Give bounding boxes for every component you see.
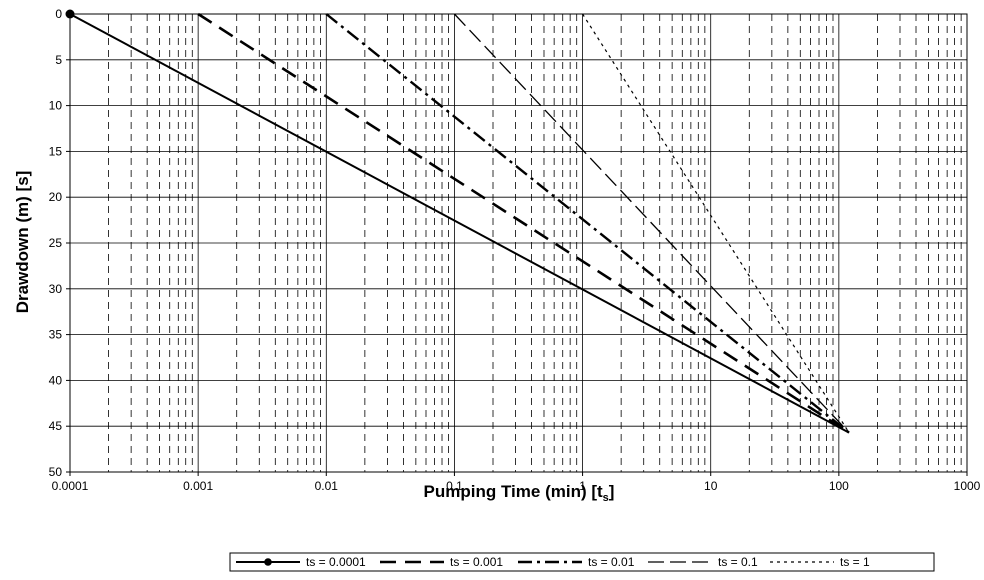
x-tick-label: 0.001 xyxy=(183,479,213,493)
y-tick-label: 15 xyxy=(49,144,63,158)
y-tick-label: 40 xyxy=(49,373,63,387)
x-tick-labels: 0.0001 0.001 0.01 0.1 1 10 100 1000 xyxy=(52,472,981,493)
series-line xyxy=(69,13,850,434)
y-tick-label: 45 xyxy=(49,419,63,433)
legend-label: ts = 1 xyxy=(840,555,870,569)
legend-label: ts = 0.01 xyxy=(588,555,635,569)
series-line xyxy=(197,12,850,434)
legend-marker xyxy=(264,558,272,566)
legend: ts = 0.0001 ts = 0.001 ts = 0.01 ts = 0.1 ts… xyxy=(229,552,935,572)
y-tick-label: 50 xyxy=(49,465,63,479)
y-tick-label: 0 xyxy=(55,7,62,21)
y-tick-label: 10 xyxy=(49,99,63,113)
legend-label: ts = 0.1 xyxy=(718,555,758,569)
y-tick-label: 30 xyxy=(49,282,63,296)
series-line xyxy=(325,13,850,434)
x-tick-label: 0.0001 xyxy=(52,479,89,493)
grid xyxy=(69,13,967,473)
x-tick-label: 100 xyxy=(829,479,849,493)
y-tick-label: 5 xyxy=(55,53,62,67)
y-axis-title: Drawdown (m) [s] xyxy=(13,171,32,314)
series-line xyxy=(582,13,850,433)
x-tick-label: 10 xyxy=(704,479,718,493)
series-layer xyxy=(65,9,850,434)
legend-label: ts = 0.0001 xyxy=(306,555,366,569)
x-axis-title: Pumping Time (min) [ts] xyxy=(424,482,615,504)
y-tick-label: 25 xyxy=(49,236,63,250)
legend-label: ts = 0.001 xyxy=(450,555,503,569)
x-tick-label: 0.01 xyxy=(315,479,339,493)
x-tick-label: 1000 xyxy=(954,479,981,493)
y-tick-label: 35 xyxy=(49,328,63,342)
y-tick-label: 20 xyxy=(49,190,63,204)
y-tick-labels: 0 5 10 15 20 25 30 35 40 45 50 xyxy=(49,7,70,479)
x-tick-label: 0.1 xyxy=(446,479,463,493)
series-line xyxy=(453,13,850,434)
x-tick-label: 1 xyxy=(579,479,586,493)
